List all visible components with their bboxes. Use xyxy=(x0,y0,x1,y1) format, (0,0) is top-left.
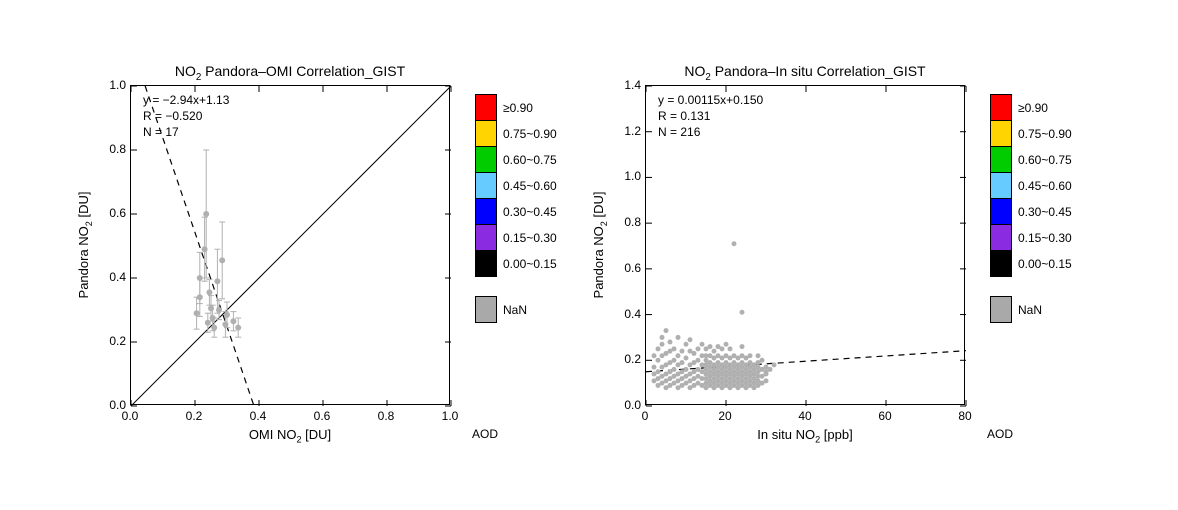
colorbar-segment xyxy=(990,172,1012,199)
colorbar-label: ≥0.90 xyxy=(1018,101,1048,115)
left-xlabel: OMI NO2 [DU] xyxy=(249,427,331,445)
colorbar-label: 0.45~0.60 xyxy=(1018,179,1072,193)
left-aod-label: AOD xyxy=(472,427,498,441)
colorbar-label: 0.60~0.75 xyxy=(1018,153,1072,167)
x-tick-label: 0.8 xyxy=(378,409,395,423)
y-tick-label: 0.0 xyxy=(615,398,641,412)
colorbar-label: 0.00~0.15 xyxy=(1018,257,1072,271)
x-tick-label: 0 xyxy=(642,409,649,423)
colorbar-label: 0.30~0.45 xyxy=(1018,205,1072,219)
x-tick-label: 80 xyxy=(958,409,971,423)
colorbar-label: 0.45~0.60 xyxy=(503,179,557,193)
y-tick-label: 0.8 xyxy=(100,142,126,156)
right-stats: y = 0.00115x+0.150 R = 0.131 N = 216 xyxy=(658,92,763,141)
x-tick-label: 0.4 xyxy=(250,409,267,423)
right-xlabel: In situ NO2 [ppb] xyxy=(757,427,852,445)
x-tick-label: 40 xyxy=(798,409,811,423)
right-aod-label: AOD xyxy=(987,427,1013,441)
right-title: NO2 Pandora–In situ Correlation_GIST xyxy=(645,63,965,83)
left-stats: y = −2.94x+1.13 R = −0.520 N = 17 xyxy=(143,92,229,141)
colorbar-segment xyxy=(475,296,497,323)
colorbar-label: NaN xyxy=(503,303,527,317)
y-tick-label: 0.0 xyxy=(100,398,126,412)
x-tick-label: 0.2 xyxy=(186,409,203,423)
x-tick-label: 60 xyxy=(878,409,891,423)
colorbar-label: 0.15~0.30 xyxy=(503,231,557,245)
y-tick-label: 0.2 xyxy=(615,352,641,366)
colorbar-segment xyxy=(990,94,1012,121)
colorbar-label: NaN xyxy=(1018,303,1042,317)
y-tick-label: 1.0 xyxy=(615,169,641,183)
colorbar-segment xyxy=(990,250,1012,277)
right-plot-area: y = 0.00115x+0.150 R = 0.131 N = 216 xyxy=(645,85,965,405)
y-tick-label: 0.6 xyxy=(615,261,641,275)
colorbar-segment xyxy=(475,94,497,121)
y-tick-label: 0.2 xyxy=(100,334,126,348)
colorbar-label: 0.30~0.45 xyxy=(503,205,557,219)
left-ylabel: Pandora NO2 [DU] xyxy=(76,192,94,299)
colorbar-label: 0.60~0.75 xyxy=(503,153,557,167)
colorbar-segment xyxy=(475,172,497,199)
colorbar-label: 0.00~0.15 xyxy=(503,257,557,271)
colorbar-segment xyxy=(475,120,497,147)
colorbar-segment xyxy=(990,198,1012,225)
colorbar-segment xyxy=(990,296,1012,323)
colorbar-segment xyxy=(990,120,1012,147)
y-tick-label: 0.8 xyxy=(615,215,641,229)
colorbar-label: 0.75~0.90 xyxy=(1018,127,1072,141)
colorbar-segment xyxy=(990,224,1012,251)
y-tick-label: 1.2 xyxy=(615,124,641,138)
y-tick-label: 0.4 xyxy=(615,307,641,321)
colorbar-label: 0.15~0.30 xyxy=(1018,231,1072,245)
colorbar-label: 0.75~0.90 xyxy=(503,127,557,141)
colorbar-segment xyxy=(475,198,497,225)
left-plot-area: y = −2.94x+1.13 R = −0.520 N = 17 xyxy=(130,85,450,405)
y-tick-label: 0.4 xyxy=(100,270,126,284)
right-ylabel: Pandora NO2 [DU] xyxy=(591,192,609,299)
y-tick-label: 1.4 xyxy=(615,78,641,92)
x-tick-label: 1.0 xyxy=(442,409,459,423)
colorbar-label: ≥0.90 xyxy=(503,101,533,115)
x-tick-label: 20 xyxy=(718,409,731,423)
y-tick-label: 0.6 xyxy=(100,206,126,220)
colorbar-segment xyxy=(475,146,497,173)
left-title: NO2 Pandora–OMI Correlation_GIST xyxy=(130,63,450,83)
colorbar-segment xyxy=(475,250,497,277)
x-tick-label: 0.6 xyxy=(314,409,331,423)
colorbar-segment xyxy=(475,224,497,251)
y-tick-label: 1.0 xyxy=(100,78,126,92)
colorbar-segment xyxy=(990,146,1012,173)
